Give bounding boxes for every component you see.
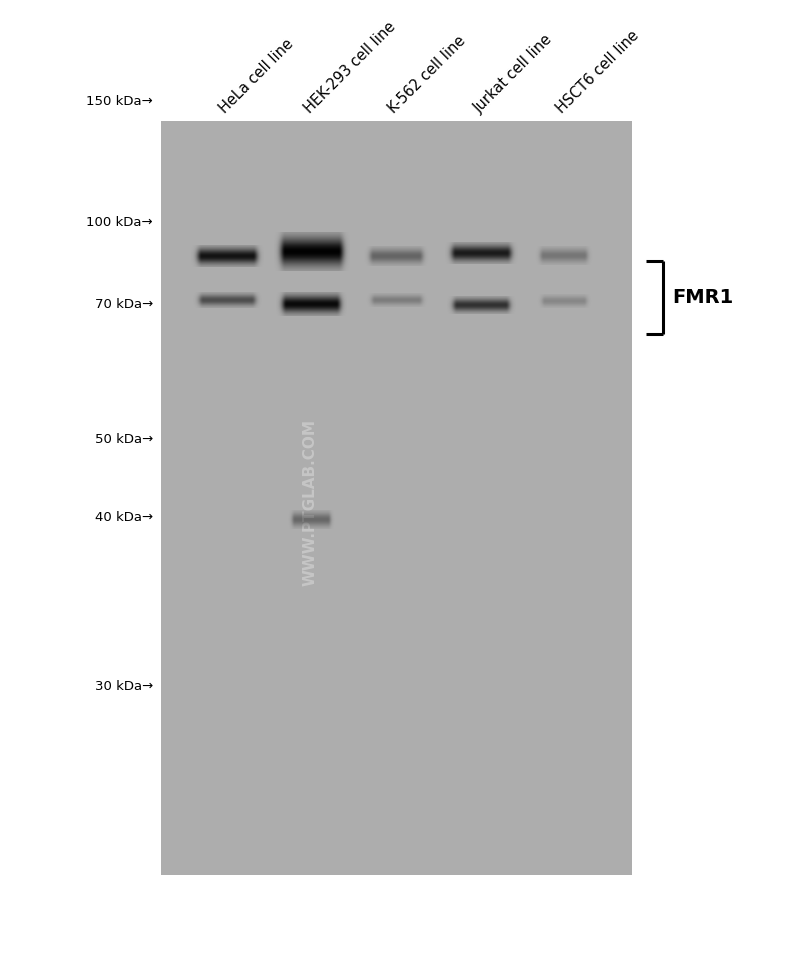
Text: K-562 cell line: K-562 cell line — [385, 33, 469, 116]
Text: 100 kDa→: 100 kDa→ — [86, 216, 153, 229]
Text: HSCT6 cell line: HSCT6 cell line — [553, 28, 641, 116]
Text: Jurkat cell line: Jurkat cell line — [470, 32, 555, 116]
Text: 40 kDa→: 40 kDa→ — [95, 511, 153, 524]
Text: FMR1: FMR1 — [673, 288, 734, 307]
Text: HEK-293 cell line: HEK-293 cell line — [301, 19, 398, 116]
Text: 30 kDa→: 30 kDa→ — [95, 680, 153, 693]
Text: WWW.PTGLAB.COM: WWW.PTGLAB.COM — [302, 420, 318, 586]
Text: 70 kDa→: 70 kDa→ — [95, 298, 153, 311]
Text: 150 kDa→: 150 kDa→ — [86, 95, 153, 108]
Text: HeLa cell line: HeLa cell line — [216, 36, 296, 116]
Text: 50 kDa→: 50 kDa→ — [95, 433, 153, 447]
Bar — [161, 121, 632, 875]
